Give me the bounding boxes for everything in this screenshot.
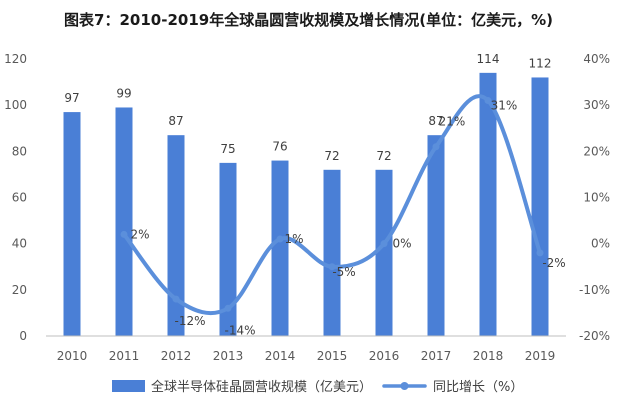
growth-value-label: -14%: [224, 323, 255, 337]
bar: [115, 107, 133, 336]
growth-value-label: -12%: [174, 314, 205, 328]
y-right-tick-label: 0%: [591, 237, 610, 251]
growth-point: [328, 263, 336, 271]
growth-value-label: -5%: [332, 265, 355, 279]
bar: [427, 135, 445, 336]
x-tick-label: 2012: [161, 349, 192, 363]
x-tick-label: 2015: [317, 349, 348, 363]
legend: 全球半导体硅晶圆营收规模（亿美元） 同比增长（%）: [112, 379, 523, 395]
bar: [63, 112, 81, 336]
axis-layer: 0 20 40 60 80 100 120 -20% -10% 0% 10% 20% 30% 40% 201…: [4, 52, 610, 363]
bar-value-label: 75: [220, 142, 235, 156]
growth-value-label: -2%: [542, 256, 565, 270]
bar: [479, 72, 497, 336]
legend-swatch-marker: [400, 382, 409, 390]
chart-title: 图表7：2010-2019年全球晶圆营收规模及增长情况(单位：亿美元，%): [64, 11, 553, 29]
bar-value-label: 87: [168, 114, 183, 128]
growth-point: [224, 304, 232, 312]
y-left-tick-label: 40: [12, 237, 27, 251]
growth-point: [120, 230, 128, 238]
bar-value-label: 99: [116, 86, 131, 100]
x-tick-label: 2019: [525, 349, 556, 363]
bar: [323, 169, 341, 336]
growth-value-label: 1%: [284, 232, 303, 246]
y-left-tick-label: 0: [19, 329, 27, 343]
y-right-tick-label: 40%: [583, 52, 610, 66]
x-tick-label: 2011: [109, 349, 140, 363]
growth-value-label: 21%: [439, 115, 466, 129]
bar: [375, 169, 393, 336]
y-right-tick-label: -20%: [579, 329, 610, 343]
bar-value-label: 76: [272, 140, 287, 154]
x-tick-label: 2013: [213, 349, 244, 363]
x-tick-label: 2016: [369, 349, 400, 363]
bar-value-label: 112: [529, 56, 552, 70]
growth-point: [276, 235, 284, 243]
bar: [271, 160, 289, 336]
legend-label-line: 同比增长（%）: [433, 380, 523, 395]
x-tick-label: 2017: [421, 349, 452, 363]
y-right-tick-label: 30%: [583, 98, 610, 112]
bar-value-label: 87: [428, 114, 443, 128]
x-tick-label: 2018: [473, 349, 504, 363]
bar-value-label: 114: [477, 52, 500, 66]
x-tick-label: 2010: [57, 349, 88, 363]
y-left-tick-label: 80: [12, 144, 27, 158]
growth-value-label: 31%: [491, 99, 518, 113]
y-left-tick-label: 120: [4, 52, 27, 66]
x-tick-label: 2014: [265, 349, 296, 363]
growth-point: [484, 97, 492, 105]
y-left-tick-label: 60: [12, 191, 27, 205]
y-right-tick-label: 10%: [583, 191, 610, 205]
y-left-tick-label: 20: [12, 283, 27, 297]
growth-point: [172, 295, 180, 303]
growth-point: [536, 249, 544, 257]
bars-layer: [63, 72, 549, 336]
bar-value-label: 72: [376, 149, 391, 163]
bar: [219, 162, 237, 336]
bar: [531, 77, 549, 336]
labels-layer: 97 99 87 75 76 72 72 87 114 112 2% -12% -14% 1% -5% 0% 2…: [64, 52, 565, 337]
y-left-tick-label: 100: [4, 98, 27, 112]
legend-label-bars: 全球半导体硅晶圆营收规模（亿美元）: [151, 379, 372, 395]
growth-value-label: 0%: [392, 237, 411, 251]
growth-value-label: 2%: [130, 227, 149, 241]
y-right-tick-label: 20%: [583, 144, 610, 158]
growth-point: [380, 240, 388, 248]
y-right-tick-label: -10%: [579, 283, 610, 297]
growth-point: [432, 143, 440, 151]
bar: [167, 135, 185, 336]
bar-value-label: 72: [324, 149, 339, 163]
line-layer: [120, 94, 544, 316]
bar-value-label: 97: [64, 91, 79, 105]
legend-swatch-bars: [112, 380, 145, 392]
